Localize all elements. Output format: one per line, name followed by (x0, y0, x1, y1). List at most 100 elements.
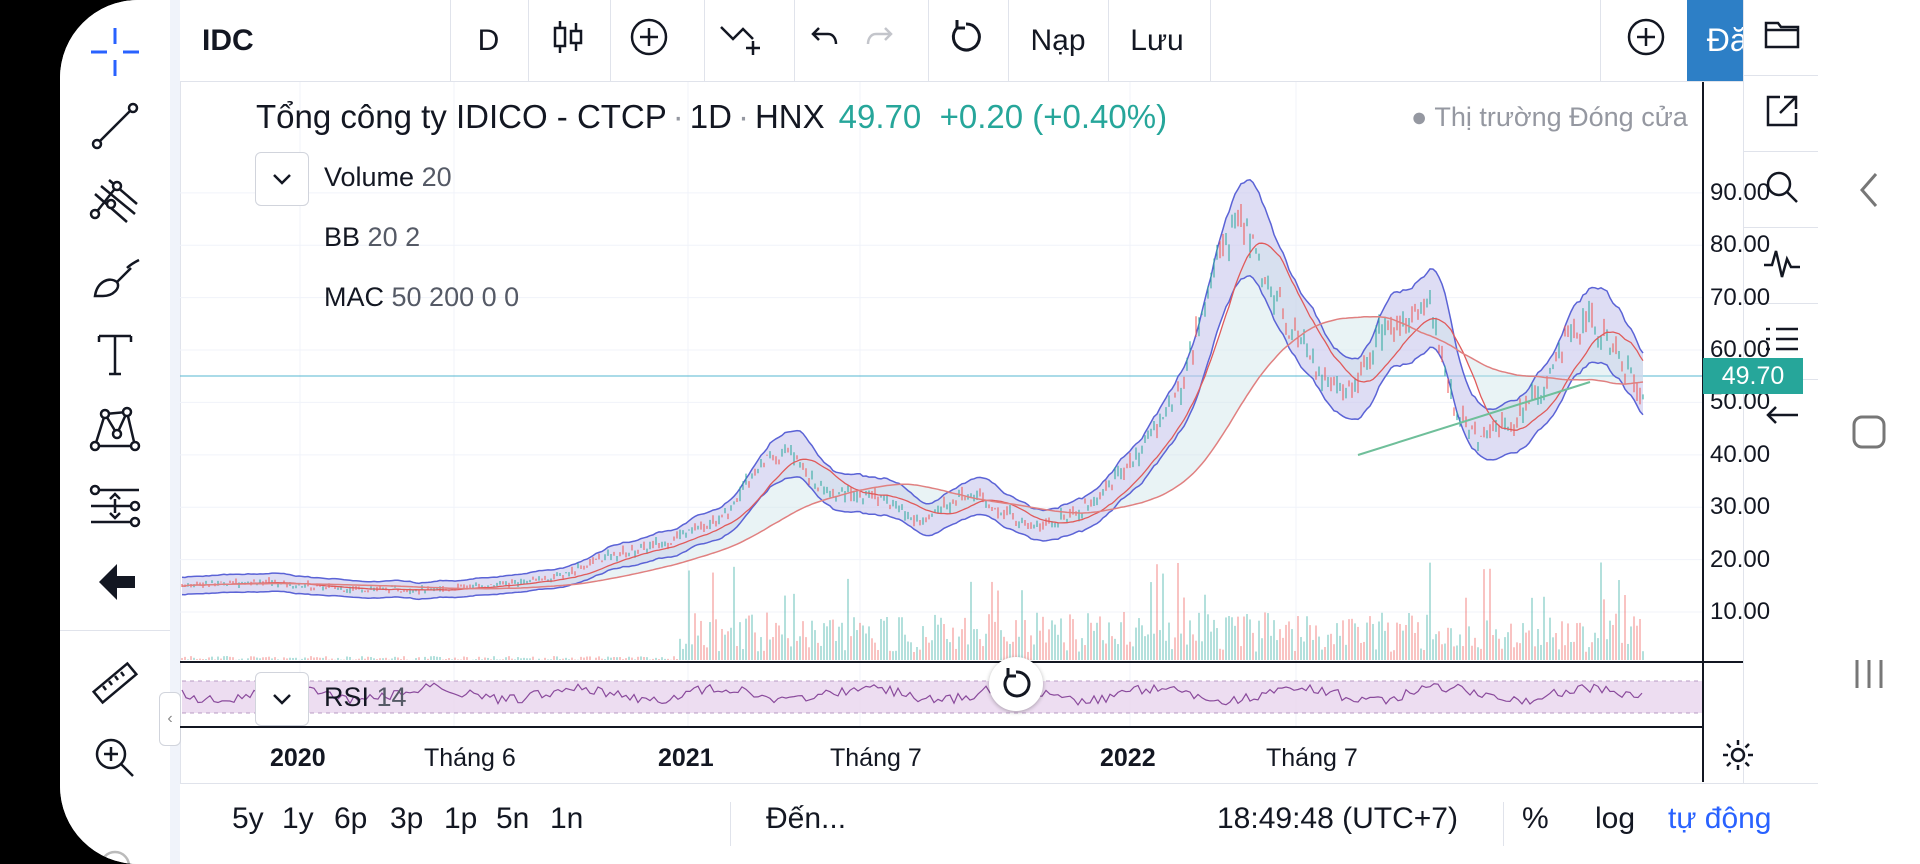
search-button[interactable] (1744, 152, 1818, 228)
volume-bar (1441, 644, 1443, 660)
indicator-rsi[interactable]: RSI 14 (324, 682, 407, 713)
load-layout-button[interactable]: Nạp (1008, 0, 1108, 81)
indicator-mac[interactable]: MAC 50 200 0 0 (324, 282, 519, 313)
log-toggle[interactable]: log (1595, 802, 1636, 835)
percent-toggle[interactable]: % (1522, 802, 1549, 835)
volume-bar (1324, 647, 1326, 660)
range-button[interactable]: 6p (334, 802, 368, 835)
volume-bar (949, 642, 951, 660)
volume-bar (1282, 637, 1284, 660)
volume-bar (826, 626, 828, 660)
volume-bar (1477, 647, 1479, 660)
indicator-volume[interactable]: Volume 20 (324, 162, 452, 193)
volume-bar (226, 656, 228, 660)
position-icon[interactable] (83, 474, 147, 538)
volume-bar (1240, 646, 1242, 660)
undo-button[interactable] (794, 0, 852, 81)
range-button[interactable]: 3p (390, 802, 424, 835)
range-button[interactable]: 1p (444, 802, 478, 835)
toolbar-collapse-handle[interactable]: ‹ (159, 692, 181, 746)
interval-button[interactable]: D (450, 0, 527, 81)
rsi-collapse-button[interactable] (255, 672, 309, 726)
open-external-button[interactable] (1744, 76, 1818, 152)
legend-collapse-button[interactable] (255, 152, 309, 206)
volume-bar (1564, 645, 1566, 660)
interval-label: D (477, 23, 500, 57)
indicator-params: 14 (376, 682, 407, 712)
brush-icon[interactable] (83, 246, 147, 310)
volume-bar (1153, 633, 1155, 660)
volume-bar (976, 629, 978, 660)
volume-bar (1414, 632, 1416, 660)
range-button[interactable]: 1y (282, 802, 314, 835)
back-arrow-icon[interactable] (83, 550, 147, 614)
volume-bars (181, 562, 1644, 660)
auto-scale-toggle[interactable]: tự động (1668, 802, 1772, 835)
watchlist-button[interactable] (1744, 0, 1818, 76)
volume-bar (700, 620, 702, 660)
volume-bar (1432, 639, 1434, 660)
volume-bar (1522, 623, 1524, 660)
volume-bar (361, 656, 363, 660)
range-button[interactable]: 5n (496, 802, 530, 835)
pitchfork-icon[interactable] (83, 170, 147, 234)
volume-bar (934, 614, 936, 660)
volume-bar (1156, 564, 1158, 660)
volume-bar (481, 659, 483, 660)
right-toolbar (1743, 0, 1818, 864)
goto-date-button[interactable]: Đến... (766, 802, 847, 835)
symbol-search-button[interactable]: IDC (180, 0, 390, 81)
chart-area[interactable]: Tổng công ty IDICO - CTCP · 1D · HNX 49.70 +0… (180, 82, 1803, 782)
volume-bar (1009, 643, 1011, 660)
volume-bar (319, 657, 321, 660)
refresh-button[interactable] (928, 0, 1004, 81)
range-button[interactable]: 1n (550, 802, 584, 835)
volume-bar (1615, 613, 1617, 660)
volume-bar (754, 632, 756, 660)
indicator-bb[interactable]: BB 20 2 (324, 222, 420, 253)
clock[interactable]: 18:49:48 (UTC+7) (1217, 802, 1458, 835)
volume-bar (181, 657, 183, 660)
compare-button[interactable] (610, 0, 688, 81)
volume-bar (550, 659, 552, 660)
save-layout-button[interactable]: Lưu (1108, 0, 1206, 81)
volume-bar (1516, 642, 1518, 660)
chart-type-button[interactable] (528, 0, 608, 81)
pattern-icon[interactable] (83, 398, 147, 462)
range-button[interactable]: 5y (232, 802, 264, 835)
text-icon[interactable] (83, 322, 147, 386)
crosshair-icon[interactable] (83, 20, 147, 84)
ruler-icon[interactable] (83, 652, 147, 716)
volume-bar (736, 646, 738, 660)
reset-chart-button[interactable] (989, 657, 1043, 711)
volume-bar (685, 643, 687, 660)
zoom-in-icon[interactable] (83, 726, 147, 790)
android-back-button[interactable] (1818, 160, 1920, 220)
volume-bar (1165, 640, 1167, 660)
volume-bar (256, 657, 258, 660)
android-recents-button[interactable] (1818, 644, 1920, 704)
android-home-button[interactable] (1818, 402, 1920, 462)
market-status: ● Thị trường Đóng cửa (1411, 102, 1688, 132)
chart-settings-button[interactable] (1713, 730, 1763, 780)
price-chart[interactable] (180, 82, 1743, 782)
redo-button[interactable] (852, 0, 910, 81)
volume-bar (1327, 634, 1329, 660)
volume-bar (706, 647, 708, 660)
volume-bar (802, 621, 804, 660)
volume-bar (1552, 637, 1554, 660)
volume-bar (904, 634, 906, 660)
add-button[interactable] (1610, 0, 1682, 81)
collapse-panel-button[interactable] (1744, 380, 1818, 455)
trend-line-icon[interactable] (83, 94, 147, 158)
volume-bar (427, 658, 429, 660)
volume-bar (1027, 651, 1029, 660)
pulse-button[interactable] (1744, 228, 1818, 304)
magnet-icon[interactable] (83, 822, 147, 864)
volume-bar (238, 659, 240, 660)
volume-bar (505, 657, 507, 660)
volume-bar (955, 648, 957, 660)
indicators-button[interactable] (704, 0, 782, 81)
indicator-name: Volume (324, 162, 415, 192)
android-nav-bar (1818, 0, 1920, 864)
